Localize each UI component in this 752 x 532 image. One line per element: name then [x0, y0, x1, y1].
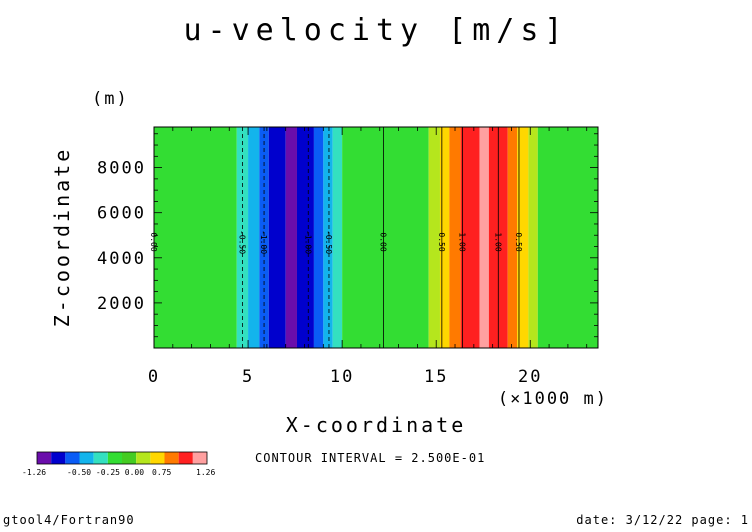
colorbar-swatch [192, 452, 207, 464]
y-tick-label: 4000 [97, 249, 146, 269]
x-tick-label: 10 [330, 367, 354, 387]
color-band [439, 127, 450, 348]
colorbar-swatch [136, 452, 151, 464]
color-band [479, 127, 489, 348]
contour-label: -0.50 [324, 230, 333, 254]
colorbar-swatch [79, 452, 94, 464]
contour-label: 0.50 [514, 232, 523, 251]
footer-right: date: 3/12/22 page: 1 [576, 513, 749, 527]
colorbar-swatch [65, 452, 80, 464]
colorbar-swatch [164, 452, 179, 464]
color-band [537, 127, 598, 348]
contour-label: -1.00 [303, 230, 312, 254]
y-axis: 2000 4000 6000 8000 [97, 133, 598, 338]
colorbar-tick-label: 1.26 [196, 468, 215, 477]
colorbar-swatch [93, 452, 108, 464]
color-band [323, 127, 333, 348]
colorbar-tick-label: -0.50 -0.25 0.00 [67, 468, 144, 477]
color-band [259, 127, 269, 348]
color-band [449, 127, 461, 348]
colorbar-tick-label: 0.75 [152, 468, 171, 477]
color-band [236, 127, 249, 348]
x-tick-label: 15 [424, 367, 448, 387]
x-tick-label: 20 [518, 367, 542, 387]
y-tick-label: 8000 [97, 159, 146, 179]
color-band [342, 127, 429, 348]
contour-interval-text: CONTOUR INTERVAL = 2.500E-01 [255, 451, 485, 465]
color-band [268, 127, 286, 348]
y-tick-label: 2000 [97, 294, 146, 314]
color-band [296, 127, 314, 348]
colorbar-swatch [150, 452, 165, 464]
color-band [507, 127, 518, 348]
colorbar-swatch [51, 452, 66, 464]
colorbar-swatch [107, 452, 122, 464]
x-unit-label: (×1000 m) [498, 389, 608, 409]
color-band [332, 127, 343, 348]
chart-title: u-velocity [m/s] [184, 13, 569, 48]
colorbar-legend: -1.26 -0.50 -0.25 0.00 0.75 1.26 [22, 451, 215, 477]
colorbar-frame [36, 451, 208, 465]
contour-label: -0.50 [237, 230, 246, 254]
y-unit-label: (m) [92, 89, 129, 109]
contour-label: 0.00 [379, 232, 388, 251]
colorbar-tick-label: -1.26 [22, 468, 46, 477]
y-tick-label: 6000 [97, 204, 146, 224]
color-band [285, 127, 297, 348]
contour-label: 1.00 [493, 232, 502, 251]
contour-label: -1.00 [259, 230, 268, 254]
y-axis-title: Z-coordinate [50, 147, 74, 328]
colorbar-swatch [37, 452, 52, 464]
contour-label: 0.50 [437, 232, 446, 251]
plot-area: 0.00 -0.50 -1.00 -1.00 -0.50 0.00 0.50 1.00 1.00… [149, 126, 599, 349]
color-band [428, 127, 440, 348]
color-band [154, 127, 237, 348]
footer-left: gtool4/Fortran90 [3, 513, 135, 527]
color-band [528, 127, 538, 348]
colorbar-swatch [122, 452, 137, 464]
color-band [517, 127, 529, 348]
plot-frame [153, 126, 599, 349]
color-band [313, 127, 324, 348]
x-tick-label: 0 [148, 367, 160, 387]
contour-label: 1.00 [458, 232, 467, 251]
x-axis-title: X-coordinate [286, 413, 467, 437]
x-tick-label: 5 [242, 367, 254, 387]
colorbar-swatch [178, 452, 193, 464]
color-band [460, 127, 480, 348]
color-band [248, 127, 260, 348]
